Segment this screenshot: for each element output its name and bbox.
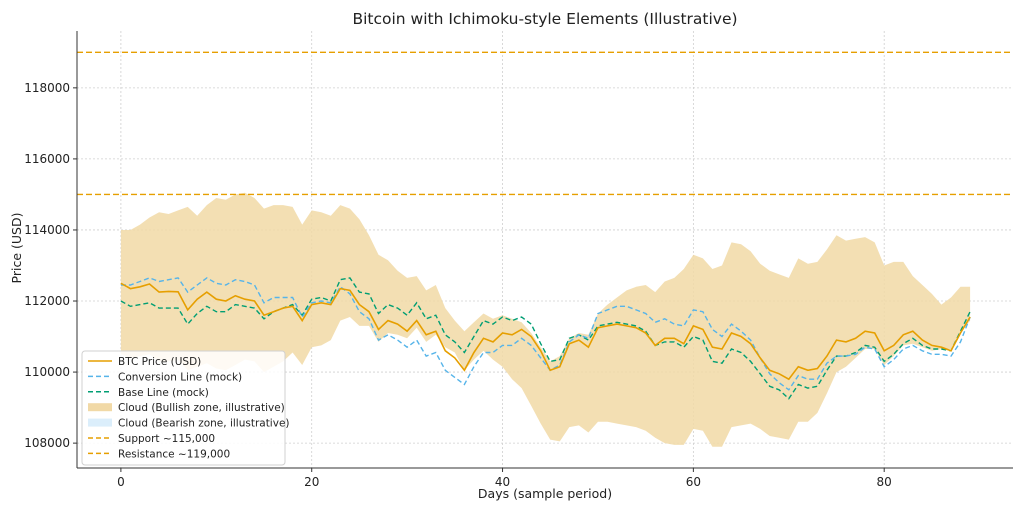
legend-swatch <box>88 418 112 427</box>
cloud-layer <box>120 192 971 447</box>
x-tick-label: 0 <box>117 475 125 489</box>
ticks: 0 20 40 60 80 108000 110000 112000 114000 116000 1… <box>24 81 892 489</box>
x-tick-label: 20 <box>304 475 319 489</box>
y-tick-label: 118000 <box>24 81 70 95</box>
legend-label: Support ~115,000 <box>118 433 215 445</box>
y-tick-label: 114000 <box>24 223 70 237</box>
cloud-bullish-area <box>120 192 971 447</box>
legend-label: Conversion Line (mock) <box>118 371 242 383</box>
horizontal-levels <box>77 51 1013 196</box>
chart-title: Bitcoin with Ichimoku-style Elements (Il… <box>352 10 737 28</box>
legend-label: BTC Price (USD) <box>118 356 201 368</box>
y-axis-title: Price (USD) <box>9 213 24 284</box>
legend-label: Cloud (Bullish zone, illustrative) <box>118 402 285 414</box>
legend: BTC Price (USD) Conversion Line (mock) Bas… <box>81 350 290 466</box>
legend-label: Cloud (Bearish zone, illustrative) <box>118 418 290 430</box>
x-tick-label: 40 <box>495 475 510 489</box>
y-tick-label: 112000 <box>24 294 70 308</box>
base-line <box>120 277 971 400</box>
legend-box <box>81 350 286 466</box>
axes <box>76 31 1013 469</box>
conversion-line <box>120 277 971 391</box>
y-tick-label: 110000 <box>24 365 70 379</box>
legend-label: Resistance ~119,000 <box>118 448 230 460</box>
legend-swatch <box>88 403 112 412</box>
x-tick-label: 80 <box>877 475 892 489</box>
y-tick-label: 108000 <box>24 436 70 450</box>
series-layer <box>120 277 971 400</box>
x-tick-label: 60 <box>686 475 701 489</box>
btc-price-line <box>120 282 971 381</box>
y-tick-label: 116000 <box>24 152 70 166</box>
legend-label: Base Line (mock) <box>118 387 209 399</box>
x-axis-title: Days (sample period) <box>478 486 612 501</box>
